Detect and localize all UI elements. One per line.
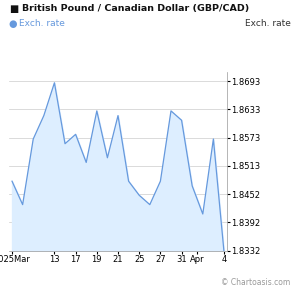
- Text: Exch. rate: Exch. rate: [19, 19, 65, 28]
- Text: British Pound / Canadian Dollar (GBP/CAD): British Pound / Canadian Dollar (GBP/CAD…: [22, 4, 249, 13]
- Text: ●: ●: [9, 19, 17, 29]
- Text: Exch. rate: Exch. rate: [245, 19, 291, 28]
- Text: ■: ■: [9, 4, 18, 14]
- Text: © Chartoasis.com: © Chartoasis.com: [221, 278, 291, 287]
